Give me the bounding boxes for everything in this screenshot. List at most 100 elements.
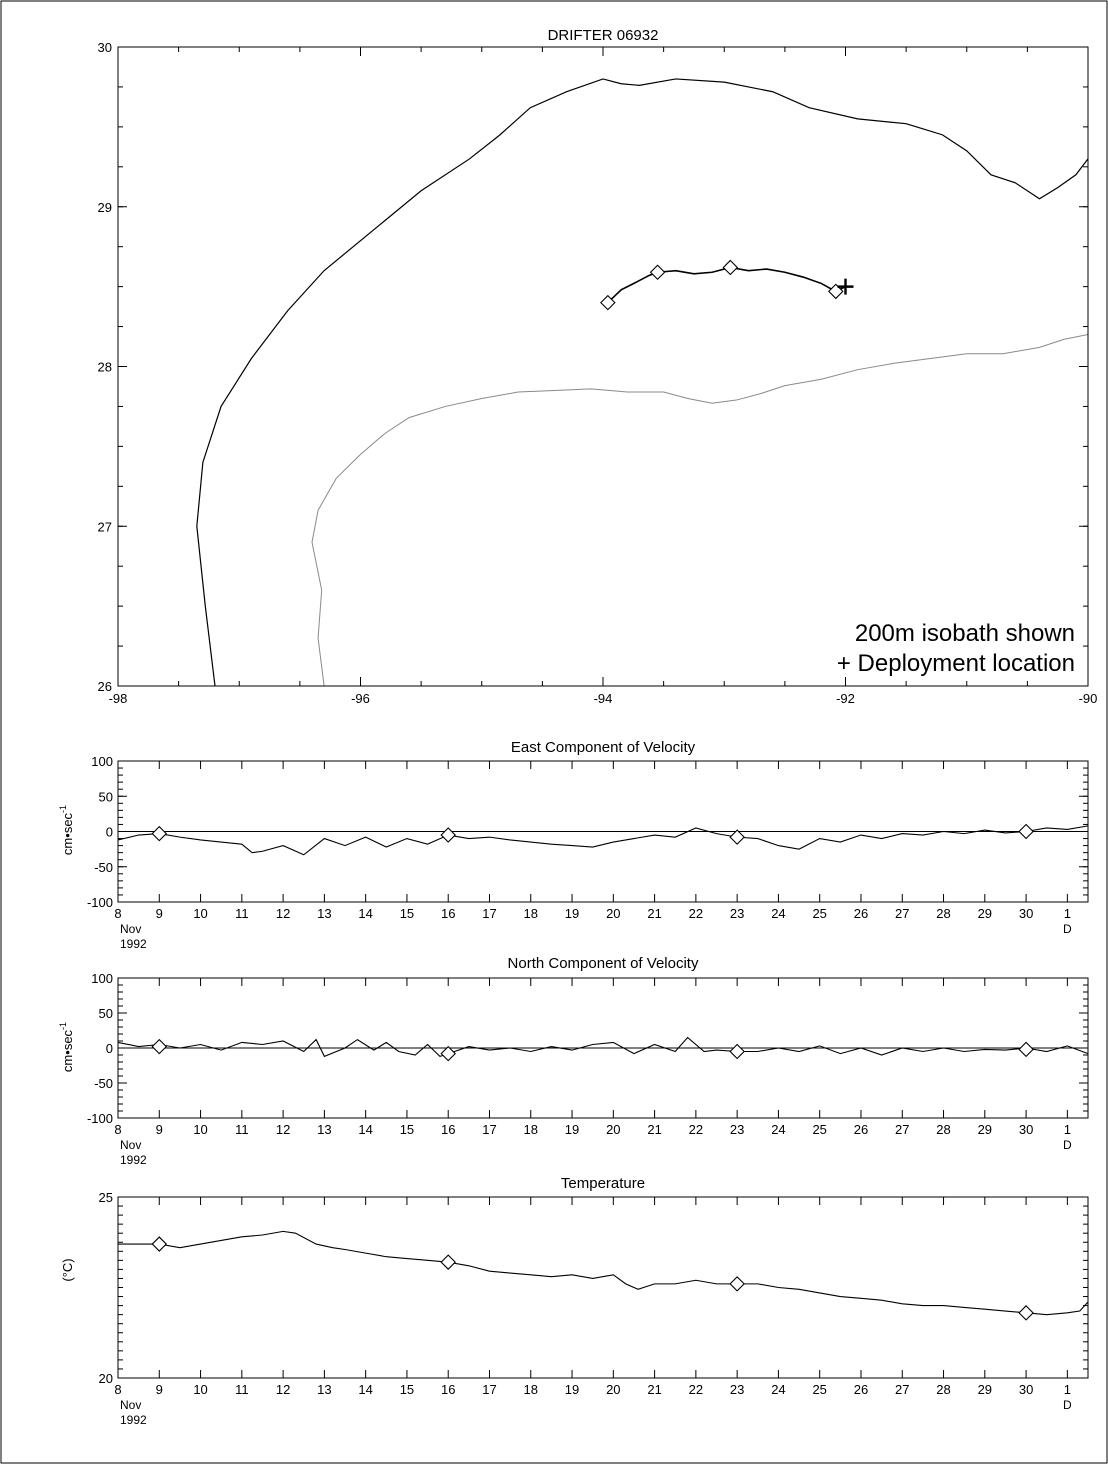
xtick-label-3-2: 10 xyxy=(193,1382,207,1397)
xtick-label-2-9: 17 xyxy=(482,1122,496,1137)
xtick-label-2-21: 29 xyxy=(978,1122,992,1137)
series-marker-1-2 xyxy=(730,830,744,844)
xtick-label-3-22: 30 xyxy=(1019,1382,1033,1397)
xtick-label-3-8: 16 xyxy=(441,1382,455,1397)
series-line-2 xyxy=(118,1038,1088,1057)
xtick-label-2-12: 20 xyxy=(606,1122,620,1137)
xtick-label-3-12: 20 xyxy=(606,1382,620,1397)
xtick-label-3-6: 14 xyxy=(358,1382,372,1397)
ytick-label-1-2: 0 xyxy=(106,825,113,840)
ytick-label-1-3: 50 xyxy=(99,789,113,804)
temperature-ylabel: (°C) xyxy=(60,1258,75,1281)
month-label-nov-2: Nov xyxy=(120,1138,141,1152)
xtick-label-1-23: 1 xyxy=(1064,906,1071,921)
deployment-annotation: + Deployment location xyxy=(837,650,1075,677)
xtick-label-2-0: 8 xyxy=(114,1122,121,1137)
xtick-label-2-14: 22 xyxy=(689,1122,703,1137)
year-label-3: 1992 xyxy=(120,1413,147,1427)
xtick-label-1-22: 30 xyxy=(1019,906,1033,921)
map-frame xyxy=(118,47,1088,686)
xtick-label-1-10: 18 xyxy=(524,906,538,921)
east-velocity-ylabel: cm•sec-1 xyxy=(58,805,75,855)
map-xtick-label-1: -96 xyxy=(351,691,370,706)
series-marker-2-2 xyxy=(730,1045,744,1059)
xtick-label-3-16: 24 xyxy=(771,1382,785,1397)
xtick-label-2-23: 1 xyxy=(1064,1122,1071,1137)
xtick-label-3-11: 19 xyxy=(565,1382,579,1397)
map-ytick-label-2: 28 xyxy=(98,360,112,375)
xtick-label-2-3: 11 xyxy=(235,1122,249,1137)
north-velocity-panel: North Component of Velocity cm•sec-1 8 9 1… xyxy=(58,955,1088,1167)
ytick-label-3-1: 25 xyxy=(99,1190,113,1205)
track-marker-2 xyxy=(651,265,665,279)
xtick-label-1-15: 23 xyxy=(730,906,744,921)
xtick-label-3-4: 12 xyxy=(276,1382,290,1397)
xtick-label-2-15: 23 xyxy=(730,1122,744,1137)
xtick-label-2-2: 10 xyxy=(193,1122,207,1137)
series-marker-3-1 xyxy=(441,1255,455,1269)
temperature-panel: Temperature (°C) 8 9 10 11 12 13 14 15 16 17 18 19 2… xyxy=(60,1175,1088,1427)
xtick-label-2-20: 28 xyxy=(936,1122,950,1137)
map-xtick-label-2: -94 xyxy=(594,691,613,706)
xtick-label-2-11: 19 xyxy=(565,1122,579,1137)
xtick-label-1-18: 26 xyxy=(854,906,868,921)
xtick-label-3-20: 28 xyxy=(936,1382,950,1397)
xtick-label-1-12: 20 xyxy=(606,906,620,921)
xtick-label-1-4: 12 xyxy=(276,906,290,921)
frame-3 xyxy=(118,1197,1088,1378)
xtick-label-1-21: 29 xyxy=(978,906,992,921)
series-marker-1-1 xyxy=(441,828,455,842)
series-marker-3-2 xyxy=(730,1277,744,1291)
xtick-label-2-10: 18 xyxy=(524,1122,538,1137)
east-velocity-panel: East Component of Velocity cm•sec-1 8 9 10… xyxy=(58,739,1088,951)
xtick-label-3-7: 15 xyxy=(400,1382,414,1397)
xtick-label-1-16: 24 xyxy=(771,906,785,921)
ytick-label-1-0: -100 xyxy=(87,895,113,910)
xtick-label-1-9: 17 xyxy=(482,906,496,921)
month-label-dec-3: D xyxy=(1063,1398,1072,1412)
xtick-label-1-5: 13 xyxy=(317,906,331,921)
ytick-label-3-0: 20 xyxy=(99,1371,113,1386)
track-marker-1 xyxy=(723,260,737,274)
series-marker-3-0 xyxy=(152,1237,166,1251)
xtick-label-3-9: 17 xyxy=(482,1382,496,1397)
series-marker-2-0 xyxy=(152,1040,166,1054)
xtick-label-1-1: 9 xyxy=(156,906,163,921)
xtick-label-3-15: 23 xyxy=(730,1382,744,1397)
isobath-annotation: 200m isobath shown xyxy=(855,620,1075,647)
ytick-label-2-2: 0 xyxy=(106,1041,113,1056)
xtick-label-1-13: 21 xyxy=(647,906,661,921)
xtick-label-3-19: 27 xyxy=(895,1382,909,1397)
xtick-label-1-20: 28 xyxy=(936,906,950,921)
north-velocity-title: North Component of Velocity xyxy=(508,955,699,972)
xtick-label-1-6: 14 xyxy=(358,906,372,921)
series-marker-2-1 xyxy=(441,1047,455,1061)
xtick-label-1-3: 11 xyxy=(235,906,249,921)
xtick-label-1-11: 19 xyxy=(565,906,579,921)
temperature-title: Temperature xyxy=(561,1175,645,1192)
xtick-label-3-14: 22 xyxy=(689,1382,703,1397)
xtick-label-2-19: 27 xyxy=(895,1122,909,1137)
xtick-label-1-17: 25 xyxy=(812,906,826,921)
xtick-label-1-7: 15 xyxy=(400,906,414,921)
xtick-label-3-13: 21 xyxy=(647,1382,661,1397)
east-velocity-title: East Component of Velocity xyxy=(511,739,696,756)
xtick-label-2-17: 25 xyxy=(812,1122,826,1137)
year-label-1: 1992 xyxy=(120,937,147,951)
xtick-label-3-23: 1 xyxy=(1064,1382,1071,1397)
drifter-track-line xyxy=(608,267,846,302)
map-panel: DRIFTER 06932 200m isobath shown + Deplo… xyxy=(98,27,1098,706)
xtick-label-3-3: 11 xyxy=(235,1382,249,1397)
xtick-label-2-1: 9 xyxy=(156,1122,163,1137)
xtick-label-3-5: 13 xyxy=(317,1382,331,1397)
xtick-label-1-14: 22 xyxy=(689,906,703,921)
month-label-nov-3: Nov xyxy=(120,1398,141,1412)
north-velocity-ylabel: cm•sec-1 xyxy=(58,1022,75,1072)
series-line-1 xyxy=(118,826,1088,855)
year-label-2: 1992 xyxy=(120,1153,147,1167)
ytick-label-1-4: 100 xyxy=(91,754,113,769)
xtick-label-2-8: 16 xyxy=(441,1122,455,1137)
map-title: DRIFTER 06932 xyxy=(548,27,659,44)
